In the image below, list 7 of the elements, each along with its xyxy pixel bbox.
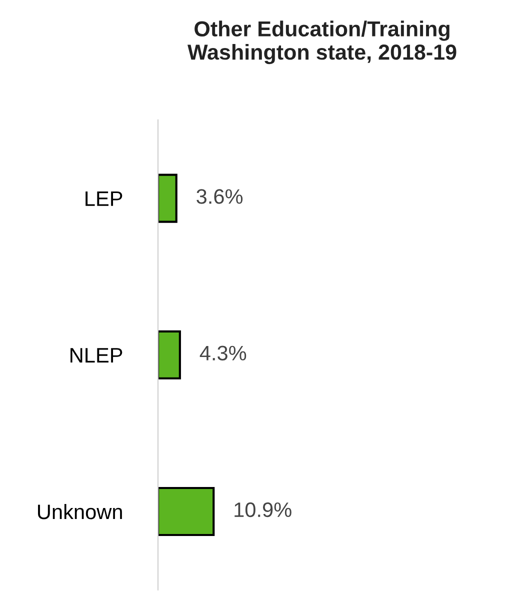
text: Other Education/Training Washington state, 2018-19 xyxy=(188,20,456,64)
y-tick-label: LEP xyxy=(86,191,122,206)
data-label: 10.9% xyxy=(234,502,292,518)
y-tick-label: NLEP xyxy=(70,348,122,362)
data-label: 4.3% xyxy=(200,346,246,360)
data-label: 3.6% xyxy=(196,189,243,204)
y-tick-label: Unknown xyxy=(38,504,122,520)
